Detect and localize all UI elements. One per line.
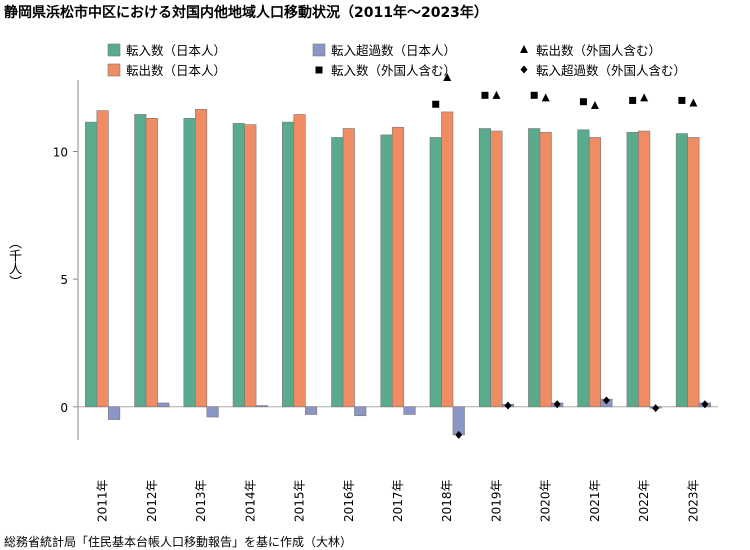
legend-swatch xyxy=(107,63,121,77)
bar-inflow-japanese xyxy=(331,137,344,408)
marker-net-incl-foreign xyxy=(455,430,463,439)
x-tick-label: 2013年 xyxy=(194,479,208,522)
bar-inflow-japanese xyxy=(478,128,492,408)
bar-outflow-japanese xyxy=(293,114,306,408)
marker-outflow-incl-foreign xyxy=(492,90,501,99)
bar-outflow-japanese xyxy=(391,126,405,408)
bar-outflow-japanese xyxy=(539,132,552,408)
y-tick-label: 10 xyxy=(53,145,68,159)
legend-label: 転出数（外国人含む） xyxy=(536,43,661,58)
marker-outflow-incl-foreign xyxy=(590,101,599,110)
x-tick-label: 2015年 xyxy=(293,479,307,522)
bar-net-japanese xyxy=(255,405,268,408)
legend-swatch xyxy=(107,43,121,57)
marker-outflow-incl-foreign xyxy=(541,93,550,102)
legend-item: 転入超過数（外国人含む） xyxy=(520,63,686,78)
legend-label: 転出数（日本人） xyxy=(126,63,226,78)
marker-inflow-incl-foreign xyxy=(530,91,538,99)
x-tick-label: 2021年 xyxy=(588,479,602,522)
marker-outflow-incl-foreign xyxy=(689,98,698,107)
bar-net-japanese xyxy=(157,402,170,408)
source-note: 総務省統計局「住民基本台帳人口移動報告」を基に作成（大林） xyxy=(4,535,353,549)
marker-net-incl-foreign xyxy=(652,404,660,413)
bar-inflow-japanese xyxy=(232,123,245,408)
bar-outflow-japanese xyxy=(96,110,109,408)
x-tick-label: 2019年 xyxy=(489,479,503,522)
bar-net-japanese xyxy=(354,406,367,417)
bar-inflow-japanese xyxy=(577,129,590,408)
legend-item: 転出数（外国人含む） xyxy=(520,43,661,58)
marker-inflow-incl-foreign xyxy=(579,98,587,106)
chart-title: 静岡県浜松市中区における対国内他地域人口移動状況（2011年～2023年） xyxy=(4,5,488,21)
legend-square-marker xyxy=(315,66,323,74)
bar-net-japanese xyxy=(108,406,121,420)
bar-outflow-japanese xyxy=(342,128,355,408)
marker-outflow-incl-foreign xyxy=(640,93,649,102)
bar-net-japanese xyxy=(452,406,465,436)
bar-inflow-japanese xyxy=(675,133,688,408)
plot-area: 0 5 10 2011年 2012年 2013年 2014年 2015年 2016年 2017年 2… xyxy=(53,72,718,522)
y-axis-label: （千人） xyxy=(6,236,21,288)
bar-inflow-japanese xyxy=(626,132,639,408)
marker-inflow-incl-foreign xyxy=(432,100,440,108)
x-tick-label: 2017年 xyxy=(391,479,405,522)
bar-outflow-japanese xyxy=(638,130,651,408)
x-tick-label: 2020年 xyxy=(539,479,553,522)
bar-outflow-japanese xyxy=(145,117,158,408)
marker-net-incl-foreign xyxy=(504,401,512,410)
marker-net-incl-foreign xyxy=(553,400,561,409)
bar-inflow-japanese xyxy=(183,117,196,408)
marker-inflow-incl-foreign xyxy=(678,96,686,104)
x-tick-label: 2012年 xyxy=(145,479,159,522)
legend-diamond-marker xyxy=(520,65,528,74)
bar-inflow-japanese xyxy=(281,121,295,408)
marker-net-incl-foreign xyxy=(701,400,709,409)
x-tick-label: 2011年 xyxy=(96,479,110,522)
y-tick-label: 5 xyxy=(60,273,68,287)
bar-net-japanese xyxy=(206,406,219,418)
bar-outflow-japanese xyxy=(195,109,208,408)
legend-item: 転入数（外国人含む） xyxy=(315,63,456,78)
legend-label: 転入超過数（外国人含む） xyxy=(536,63,686,78)
marker-inflow-incl-foreign xyxy=(481,91,489,99)
legend-item: 転入数（日本人） xyxy=(107,43,226,58)
bar-outflow-japanese xyxy=(244,124,257,408)
marker-outflow-incl-foreign xyxy=(443,72,452,81)
bar-inflow-japanese xyxy=(429,137,442,408)
legend-label: 転入数（日本人） xyxy=(126,43,226,58)
marker-inflow-incl-foreign xyxy=(629,96,637,104)
legend-swatch xyxy=(312,43,326,57)
bar-inflow-japanese xyxy=(134,114,147,408)
x-tick-label: 2018年 xyxy=(440,479,454,522)
bar-net-japanese xyxy=(403,406,416,415)
bar-outflow-japanese xyxy=(588,137,601,408)
chart-canvas: 転入数（日本人） 転出数（日本人） 転入超過数（日本人） 転入数（外国人含む） 転出数（… xyxy=(53,43,718,522)
bar-inflow-japanese xyxy=(380,134,393,408)
bar-net-japanese xyxy=(304,406,318,415)
bar-inflow-japanese xyxy=(85,121,98,408)
legend-label: 転入数（外国人含む） xyxy=(331,63,456,78)
legend-item: 転出数（日本人） xyxy=(107,63,226,78)
y-tick-label: 0 xyxy=(60,401,68,415)
x-tick-label: 2014年 xyxy=(243,479,257,522)
legend: 転入数（日本人） 転出数（日本人） 転入超過数（日本人） 転入数（外国人含む） 転出数（… xyxy=(107,43,686,78)
legend-triangle-marker xyxy=(520,45,528,53)
marker-net-incl-foreign xyxy=(602,396,610,405)
x-tick-label: 2022年 xyxy=(637,479,651,522)
bar-outflow-japanese xyxy=(687,137,700,408)
x-tick-label: 2023年 xyxy=(686,479,700,522)
bar-outflow-japanese xyxy=(490,130,503,408)
x-tick-label: 2016年 xyxy=(342,479,356,522)
legend-item: 転入超過数（日本人） xyxy=(312,43,456,58)
bar-outflow-japanese xyxy=(441,111,454,408)
bar-inflow-japanese xyxy=(528,128,541,408)
legend-label: 転入超過数（日本人） xyxy=(331,43,456,58)
